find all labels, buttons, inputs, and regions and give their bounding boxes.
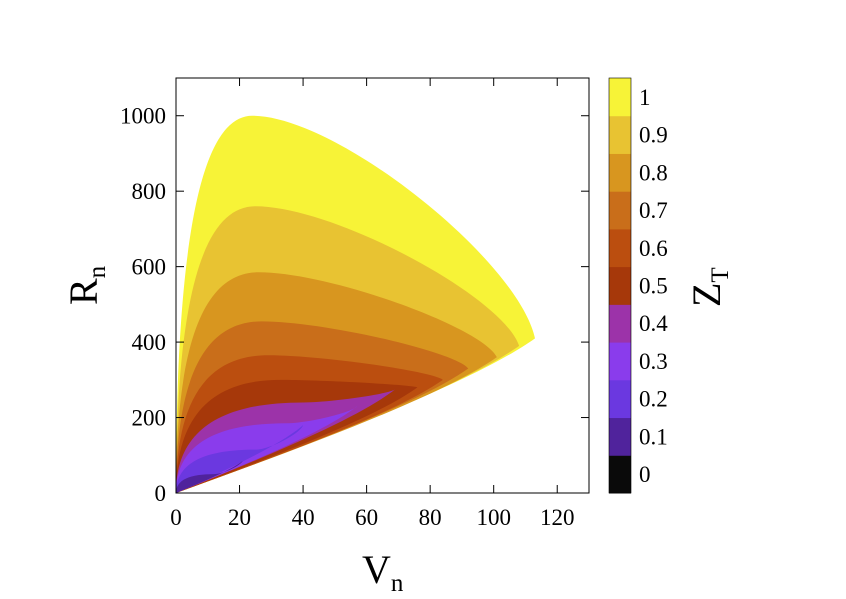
x-tick-label: 40 xyxy=(292,505,315,530)
colorbar-tick-label: 0.3 xyxy=(639,349,668,374)
colorbar-band xyxy=(609,78,631,117)
colorbar-tick-label: 0.8 xyxy=(639,160,668,185)
colorbar-band xyxy=(609,153,631,192)
colorbar: 0 0.1 0.2 0.3 0.4 0.5 0.6 0.7 0.8 0.9 1 xyxy=(608,77,668,494)
y-axis-label: Rn xyxy=(61,265,111,305)
x-tick-label: 120 xyxy=(540,505,575,530)
y-tick-label: 200 xyxy=(132,406,167,431)
colorbar-band xyxy=(609,304,631,343)
x-tick-label: 0 xyxy=(170,505,182,530)
contour-level-0-1 xyxy=(176,460,243,493)
colorbar-band xyxy=(609,342,631,381)
colorbar-tick-label: 0.9 xyxy=(639,123,668,148)
y-tick-label: 400 xyxy=(132,330,167,355)
colorbar-tick-label: 0.1 xyxy=(639,424,668,449)
colorbar-tick-label: 0 xyxy=(639,462,651,487)
x-tick-label: 20 xyxy=(228,505,251,530)
colorbar-frame xyxy=(608,77,632,494)
y-tick-label: 1000 xyxy=(120,104,166,129)
colorbar-tick-label: 0.2 xyxy=(639,387,668,412)
colorbar-tick-label: 0.4 xyxy=(639,311,668,336)
colorbar-band xyxy=(609,455,631,494)
colorbar-band xyxy=(609,115,631,154)
plot-frame xyxy=(175,77,590,494)
colorbar-tick-label: 0.5 xyxy=(639,274,668,299)
y-axis: 0 200 400 600 800 1000 xyxy=(120,104,589,506)
colorbar-band xyxy=(609,191,631,230)
colorbar-band xyxy=(609,266,631,305)
y-tick-label: 800 xyxy=(132,179,167,204)
colorbar-band xyxy=(609,417,631,456)
colorbar-tick-label: 0.7 xyxy=(639,198,668,223)
colorbar-tick-label: 1 xyxy=(639,85,651,110)
x-tick-label: 80 xyxy=(419,505,442,530)
x-tick-label: 100 xyxy=(476,505,511,530)
colorbar-band xyxy=(609,228,631,268)
colorbar-tick-label: 0.6 xyxy=(639,236,668,261)
contour-regions xyxy=(176,115,535,494)
x-tick-label: 60 xyxy=(355,505,378,530)
x-axis: 0 20 40 60 80 100 120 xyxy=(170,78,574,530)
y-tick-label: 600 xyxy=(132,255,167,280)
x-axis-label: Vn xyxy=(362,547,404,594)
colorbar-band xyxy=(609,379,631,419)
y-tick-label: 0 xyxy=(155,481,167,506)
colorbar-label: ZT xyxy=(684,267,734,307)
